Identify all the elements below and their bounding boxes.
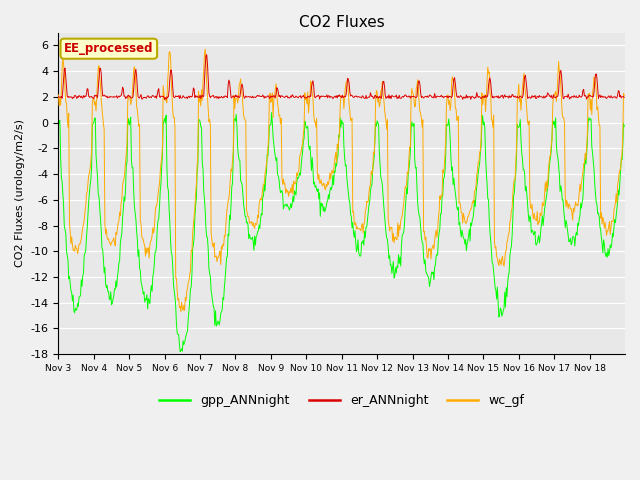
Legend: gpp_ANNnight, er_ANNnight, wc_gf: gpp_ANNnight, er_ANNnight, wc_gf bbox=[154, 389, 529, 412]
Title: CO2 Fluxes: CO2 Fluxes bbox=[299, 15, 385, 30]
Text: EE_processed: EE_processed bbox=[64, 42, 154, 55]
Y-axis label: CO2 Fluxes (urology/m2/s): CO2 Fluxes (urology/m2/s) bbox=[15, 120, 25, 267]
